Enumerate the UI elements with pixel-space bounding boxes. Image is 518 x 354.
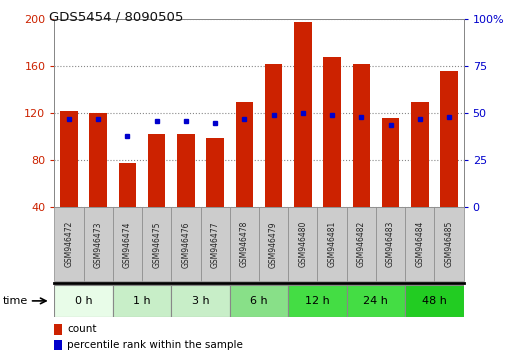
Text: GSM946474: GSM946474: [123, 221, 132, 268]
Text: 1 h: 1 h: [133, 296, 151, 306]
Bar: [230, 285, 288, 317]
Bar: [230, 207, 259, 281]
Text: GSM946478: GSM946478: [240, 221, 249, 268]
Bar: [294, 22, 312, 207]
Text: GSM946472: GSM946472: [65, 221, 74, 268]
Bar: [376, 207, 405, 281]
Text: percentile rank within the sample: percentile rank within the sample: [67, 340, 243, 350]
Text: GSM946484: GSM946484: [415, 221, 424, 268]
Bar: [405, 207, 435, 281]
Bar: [90, 113, 107, 207]
Bar: [200, 207, 230, 281]
Bar: [113, 207, 142, 281]
Bar: [177, 135, 195, 207]
Text: GDS5454 / 8090505: GDS5454 / 8090505: [49, 11, 183, 24]
Bar: [54, 285, 113, 317]
Text: time: time: [3, 296, 28, 306]
Text: count: count: [67, 324, 97, 334]
Text: GSM946479: GSM946479: [269, 221, 278, 268]
Text: GSM946475: GSM946475: [152, 221, 161, 268]
Bar: [171, 285, 230, 317]
Text: GSM946481: GSM946481: [327, 221, 337, 267]
Bar: [83, 207, 113, 281]
Bar: [148, 135, 165, 207]
Text: 6 h: 6 h: [250, 296, 268, 306]
Text: 24 h: 24 h: [364, 296, 388, 306]
Bar: [347, 207, 376, 281]
Bar: [288, 207, 318, 281]
Bar: [206, 138, 224, 207]
Bar: [142, 207, 171, 281]
Bar: [113, 285, 171, 317]
Bar: [347, 285, 405, 317]
Bar: [353, 64, 370, 207]
Text: GSM946483: GSM946483: [386, 221, 395, 268]
Text: GSM946485: GSM946485: [444, 221, 453, 268]
Bar: [411, 102, 428, 207]
Bar: [435, 207, 464, 281]
Bar: [60, 111, 78, 207]
Bar: [318, 207, 347, 281]
Bar: [171, 207, 200, 281]
Text: 12 h: 12 h: [305, 296, 330, 306]
Bar: [265, 64, 282, 207]
Bar: [405, 285, 464, 317]
Text: 48 h: 48 h: [422, 296, 447, 306]
Bar: [323, 57, 341, 207]
Text: GSM946482: GSM946482: [357, 221, 366, 267]
Bar: [288, 285, 347, 317]
Bar: [440, 71, 458, 207]
Text: GSM946480: GSM946480: [298, 221, 307, 268]
Text: GSM946477: GSM946477: [211, 221, 220, 268]
Bar: [54, 207, 83, 281]
Text: 3 h: 3 h: [192, 296, 209, 306]
Bar: [236, 102, 253, 207]
Text: 0 h: 0 h: [75, 296, 92, 306]
Text: GSM946476: GSM946476: [181, 221, 191, 268]
Bar: [382, 118, 399, 207]
Bar: [259, 207, 288, 281]
Bar: [119, 162, 136, 207]
Text: GSM946473: GSM946473: [94, 221, 103, 268]
